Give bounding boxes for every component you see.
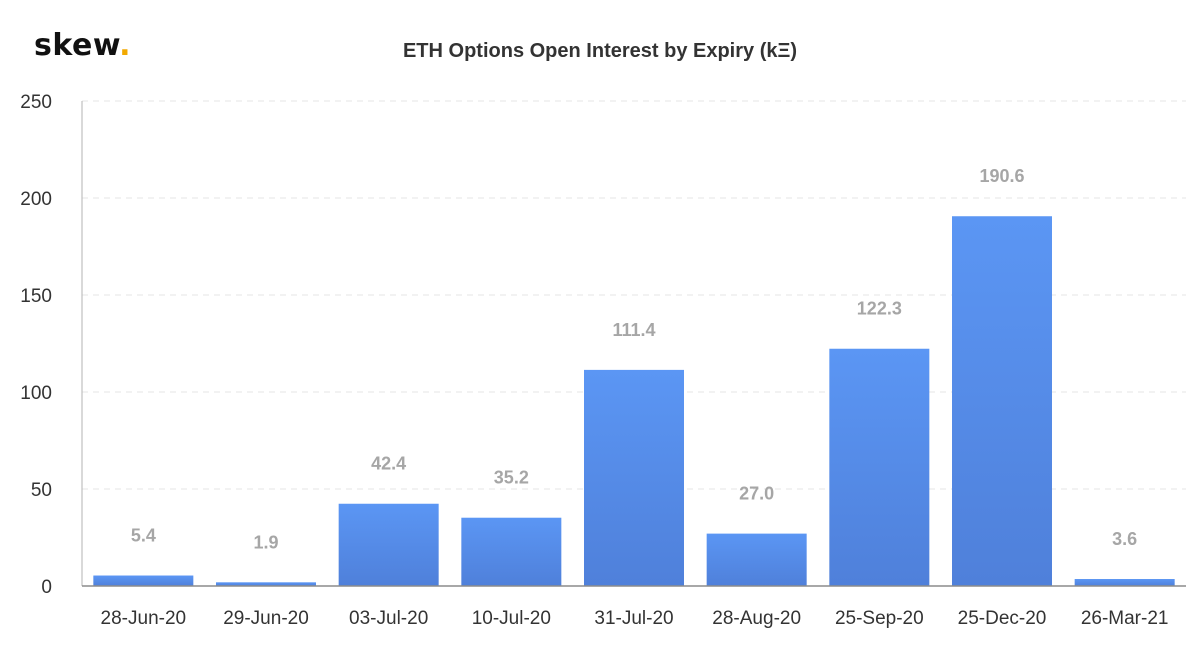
bar (952, 216, 1052, 586)
x-tick-label: 26-Mar-21 (1081, 608, 1169, 629)
skew-logo: skew. (34, 28, 131, 63)
x-tick-label: 25-Sep-20 (835, 608, 924, 629)
chart-title: ETH Options Open Interest by Expiry (kΞ) (402, 40, 798, 62)
x-tick-label: 28-Jun-20 (101, 608, 187, 629)
y-tick-label: 200 (20, 189, 52, 210)
bar (93, 575, 194, 586)
y-tick-label: 50 (31, 480, 52, 501)
x-tick-label: 29-Jun-20 (223, 608, 309, 629)
data-label: 27.0 (739, 484, 774, 504)
logo-dot: . (119, 28, 132, 63)
bar (461, 517, 562, 586)
data-label: 111.4 (612, 320, 655, 340)
y-axis: 0 50 100 150 200 250 (20, 92, 83, 598)
data-label: 42.4 (371, 454, 406, 474)
y-tick-label: 150 (20, 286, 52, 307)
x-axis: 28-Jun-20 29-Jun-20 03-Jul-20 10-Jul-20 31-J… (82, 585, 1186, 629)
bar (216, 582, 316, 586)
data-label: 190.6 (979, 166, 1024, 186)
bar (584, 369, 684, 586)
y-tick-label: 250 (20, 92, 52, 113)
data-label: 122.3 (857, 299, 902, 319)
data-label: 3.6 (1112, 529, 1137, 549)
data-label: 1.9 (253, 532, 278, 552)
x-tick-label: 25-Dec-20 (958, 608, 1047, 629)
x-tick-label: 28-Aug-20 (712, 608, 801, 629)
bars (93, 216, 1175, 586)
x-tick-label: 03-Jul-20 (349, 608, 428, 629)
data-label: 5.4 (131, 526, 156, 546)
bar (1074, 579, 1175, 586)
y-tick-label: 100 (20, 383, 52, 404)
y-tick-label: 0 (41, 577, 52, 598)
bar (829, 348, 930, 586)
bar (706, 533, 807, 586)
data-label: 35.2 (494, 468, 529, 488)
x-tick-label: 31-Jul-20 (594, 608, 673, 629)
bar (338, 503, 439, 586)
data-labels: 5.4 1.9 42.4 35.2 111.4 27.0 122.3 190.6 3.6 (131, 166, 1137, 552)
x-tick-label: 10-Jul-20 (472, 608, 551, 629)
logo-text: skew (34, 28, 120, 63)
